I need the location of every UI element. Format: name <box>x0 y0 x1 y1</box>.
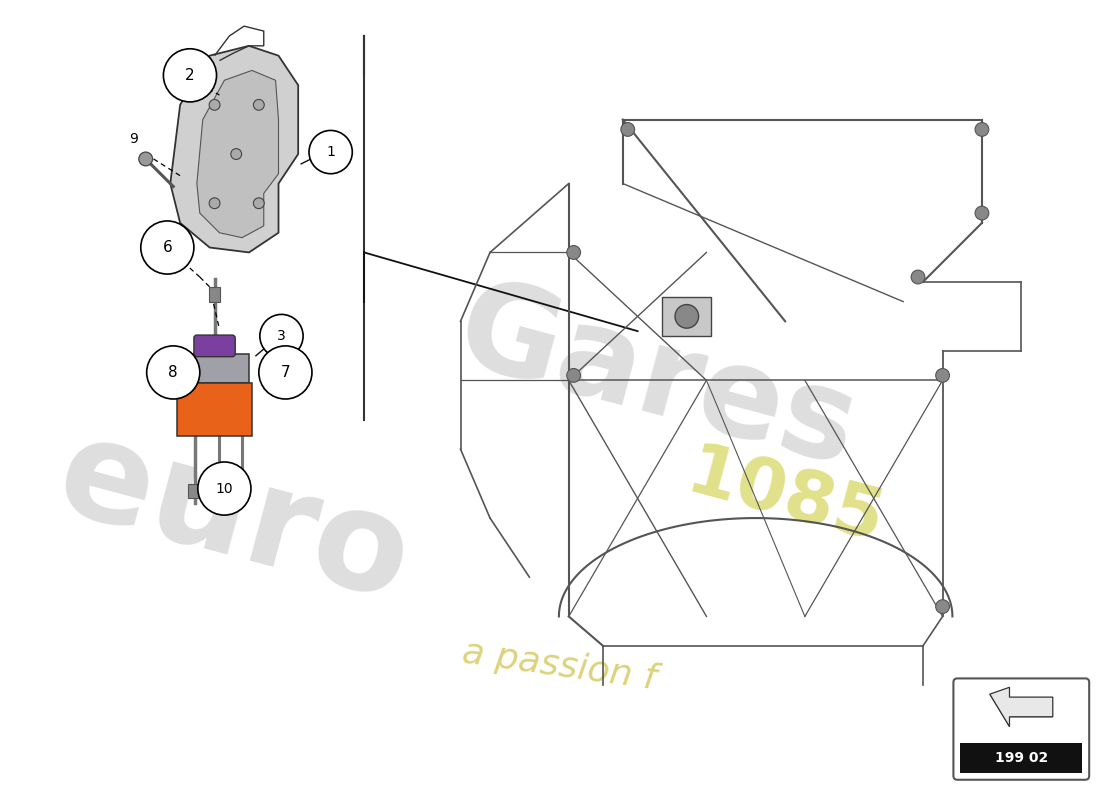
Circle shape <box>936 369 949 382</box>
Circle shape <box>975 206 989 220</box>
Circle shape <box>253 99 264 110</box>
FancyBboxPatch shape <box>235 484 249 498</box>
FancyBboxPatch shape <box>212 484 227 498</box>
FancyBboxPatch shape <box>177 383 252 437</box>
Circle shape <box>209 198 220 209</box>
Circle shape <box>675 305 698 328</box>
Polygon shape <box>197 70 278 238</box>
Text: 1: 1 <box>327 145 336 159</box>
Text: a passion f: a passion f <box>460 635 658 696</box>
FancyBboxPatch shape <box>954 678 1089 780</box>
Text: 9: 9 <box>130 132 139 146</box>
Circle shape <box>936 600 949 614</box>
Circle shape <box>209 99 220 110</box>
Circle shape <box>141 221 194 274</box>
Circle shape <box>620 122 635 136</box>
FancyBboxPatch shape <box>194 335 235 357</box>
Text: 7: 7 <box>280 365 290 380</box>
Circle shape <box>258 346 312 399</box>
Circle shape <box>975 122 989 136</box>
Text: 1085: 1085 <box>679 439 891 558</box>
Circle shape <box>566 369 581 382</box>
Circle shape <box>566 246 581 259</box>
Circle shape <box>164 49 217 102</box>
Text: 6: 6 <box>163 240 173 255</box>
Text: Gares: Gares <box>444 269 870 491</box>
Polygon shape <box>990 687 1053 726</box>
FancyBboxPatch shape <box>180 354 249 383</box>
Circle shape <box>231 149 242 159</box>
Text: 2: 2 <box>185 68 195 83</box>
Text: 10: 10 <box>216 482 233 495</box>
Polygon shape <box>170 46 298 253</box>
FancyBboxPatch shape <box>209 287 220 302</box>
Circle shape <box>253 198 264 209</box>
Polygon shape <box>990 694 1053 726</box>
Circle shape <box>139 152 153 166</box>
Text: euro: euro <box>44 406 425 630</box>
Circle shape <box>260 314 304 358</box>
FancyBboxPatch shape <box>960 743 1082 773</box>
Circle shape <box>146 346 200 399</box>
FancyBboxPatch shape <box>662 297 712 336</box>
FancyBboxPatch shape <box>188 484 201 498</box>
Text: 3: 3 <box>277 329 286 343</box>
Circle shape <box>309 130 352 174</box>
Circle shape <box>198 462 251 515</box>
Circle shape <box>911 270 925 284</box>
Text: 199 02: 199 02 <box>994 751 1048 765</box>
Text: 8: 8 <box>168 365 178 380</box>
